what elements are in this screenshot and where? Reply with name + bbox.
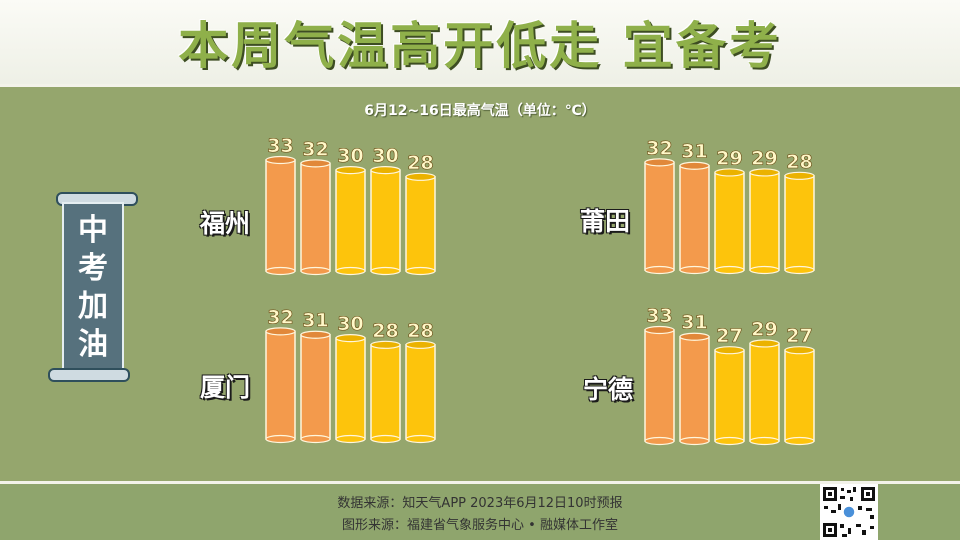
bar-value-label: 33 <box>267 135 293 157</box>
bar-value-label: 31 <box>302 310 328 332</box>
graphic-source-text: 图形来源：福建省气象服务中心 • 融媒体工作室 <box>342 518 618 533</box>
scroll-text: 中 考 加 油 <box>62 212 124 364</box>
bar-value-label: 27 <box>716 325 742 347</box>
bar <box>784 171 815 275</box>
bar-value-label: 29 <box>716 147 742 169</box>
bar <box>300 159 331 276</box>
exam-cheer-scroll: 中 考 加 油 <box>48 192 138 382</box>
bar <box>679 161 710 275</box>
bar-value-label: 31 <box>681 141 707 163</box>
bar-value-label: 32 <box>646 137 672 159</box>
city-label-putian: 莆田 <box>580 207 631 236</box>
bar-value-label: 29 <box>751 318 777 340</box>
city-label-xiamen: 厦门 <box>200 373 251 402</box>
bar-value-label: 28 <box>372 320 398 342</box>
chart-3: 33 31 27 29 27 <box>644 305 815 446</box>
bar <box>335 333 366 444</box>
bar <box>370 165 401 276</box>
chart-2: 32 31 30 28 28 <box>265 306 436 444</box>
bar <box>405 172 436 276</box>
qr-code-icon <box>820 484 878 540</box>
chart-subtitle: 6月12~16日最高气温（单位：℃） <box>364 103 596 119</box>
bar-value-label: 28 <box>407 320 433 342</box>
bar <box>679 332 710 446</box>
bar <box>749 168 780 275</box>
data-source-text: 数据来源：知天气APP 2023年6月12日10时预报 <box>337 496 623 511</box>
bar-value-label: 32 <box>302 138 328 160</box>
scroll-char: 油 <box>78 327 108 362</box>
header-band <box>0 0 960 84</box>
bar-value-label: 28 <box>407 152 433 174</box>
bar <box>335 165 366 276</box>
bar <box>265 327 296 444</box>
page-title: 本周气温高开低走 宜备考 <box>178 17 782 75</box>
bar <box>405 340 436 444</box>
bar-value-label: 31 <box>681 312 707 334</box>
bar <box>784 346 815 446</box>
bar <box>644 158 675 275</box>
scroll-char: 加 <box>78 289 108 324</box>
scroll-char: 考 <box>78 251 108 286</box>
bar-value-label: 30 <box>337 313 363 335</box>
bar <box>265 155 296 276</box>
bar <box>300 330 331 444</box>
chart-1: 32 31 29 29 28 <box>644 137 815 275</box>
chart-0: 33 32 30 30 28 <box>265 135 436 276</box>
bar <box>370 340 401 444</box>
city-label-ningde: 宁德 <box>583 375 634 404</box>
bar-value-label: 29 <box>751 147 777 169</box>
bar <box>644 325 675 446</box>
bar-value-label: 32 <box>267 306 293 328</box>
bar <box>714 346 745 446</box>
bar-value-label: 30 <box>337 145 363 167</box>
bar-value-label: 30 <box>372 145 398 167</box>
city-label-fuzhou: 福州 <box>200 209 251 238</box>
bar <box>749 339 780 446</box>
bar-value-label: 27 <box>786 325 812 347</box>
scroll-bottom-roll <box>48 368 130 382</box>
scroll-char: 中 <box>78 213 108 248</box>
bar-value-label: 33 <box>646 305 672 327</box>
bar <box>714 168 745 275</box>
bar-value-label: 28 <box>786 151 812 173</box>
